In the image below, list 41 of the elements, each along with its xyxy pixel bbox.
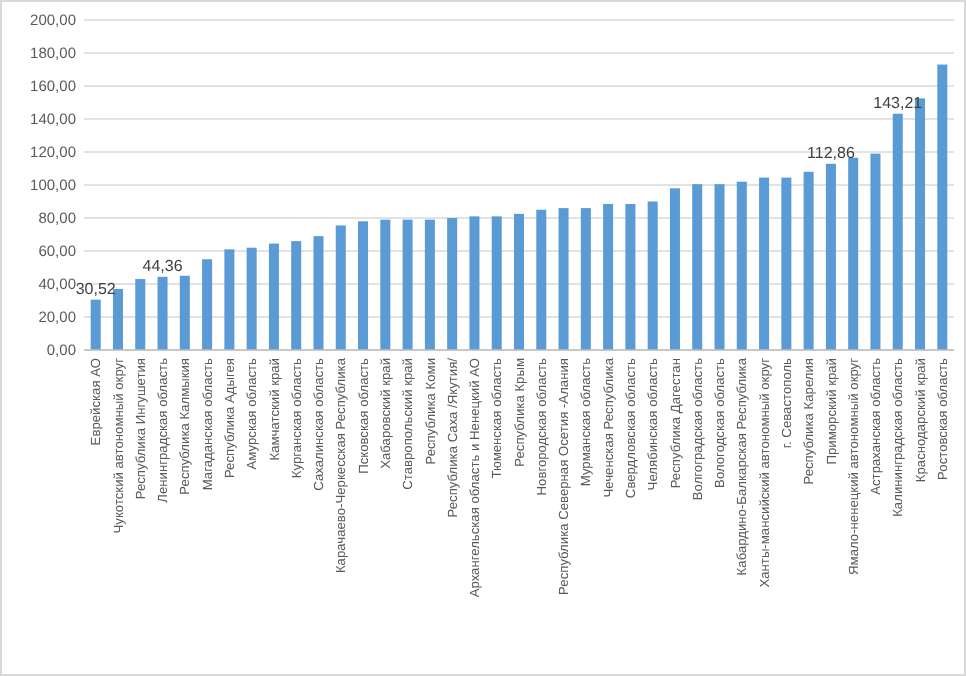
bar [135,279,146,350]
bar [424,219,435,350]
bar [447,218,458,350]
bar [157,276,168,350]
bar [781,177,792,350]
bar [179,275,190,350]
bar [714,184,725,350]
bar [848,157,859,350]
bar [558,208,569,350]
data-label: 30,52 [75,279,117,298]
bar [469,216,480,350]
bar [647,201,658,350]
bar [825,163,836,350]
bar [625,203,636,350]
bar [224,249,235,350]
bar [580,208,591,350]
bar [380,219,391,350]
data-label: 112,86 [807,143,856,162]
bar [246,247,257,350]
bar [112,288,123,350]
bar [491,216,502,350]
bar [759,177,770,350]
bar [669,188,680,350]
data-label: 44,36 [142,256,184,275]
bar [268,243,279,350]
bar [736,181,747,350]
bar [937,64,948,350]
bar [90,299,101,350]
bar [402,219,413,350]
bar [536,209,547,350]
bar [202,259,213,350]
bar [358,221,369,350]
bar [603,203,614,350]
bar [692,184,703,350]
bar [803,171,814,350]
bar [335,225,346,350]
bar [892,113,903,350]
bar [313,236,324,350]
bar [870,153,881,350]
bar [513,213,525,350]
bar [291,241,302,350]
